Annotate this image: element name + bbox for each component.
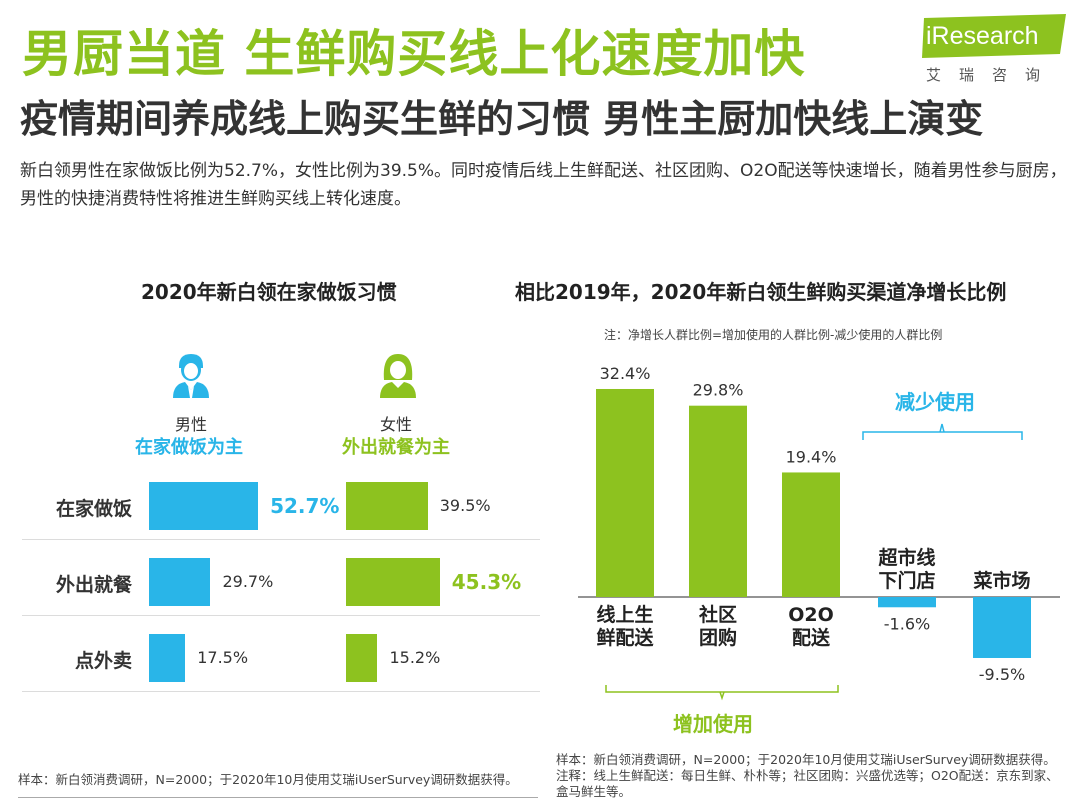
bar-o2o [782, 472, 840, 597]
left-chart-title: 2020年新白领在家做饭习惯 [141, 280, 397, 304]
category-label-online-fresh: 线上生 [596, 603, 653, 626]
female-bar-eat-out [346, 558, 440, 606]
female-value-takeout: 15.2% [389, 648, 441, 667]
female-value-eat-out: 45.3% [451, 570, 522, 594]
row-separator [22, 539, 540, 540]
male-bar-eat-out [149, 558, 211, 606]
right-source-line2: 注释：线上生鲜配送：每日生鲜、朴朴等；社区团购：兴盛优选等；O2O配送：京东到家… [556, 768, 1059, 799]
value-label-community-group: 29.8% [693, 381, 744, 400]
intro-paragraph: 新白领男性在家做饭比例为52.7%，女性比例为39.5%。同时疫情后线上生鲜配送… [20, 161, 1067, 209]
page-title: 男厨当道 生鲜购买线上化速度加快 [22, 25, 806, 83]
category-label-supermarket: 下门店 [878, 569, 935, 592]
value-label-online-fresh: 32.4% [600, 364, 651, 383]
bar-wet-market [973, 597, 1031, 658]
footer-rule [18, 797, 538, 798]
male-value-takeout: 17.5% [197, 648, 249, 667]
decrease-bracket [862, 431, 1023, 440]
increase-bracket [605, 685, 839, 693]
category-label-online-fresh: 鲜配送 [596, 626, 654, 649]
bar-supermarket [878, 597, 936, 608]
iresearch-logo [922, 14, 1066, 58]
male-bar-cook-home [149, 482, 259, 530]
female-label: 女性 [379, 415, 412, 434]
male-person-icon [173, 354, 209, 398]
row-separator [22, 691, 540, 692]
category-label-wet-market: 菜市场 [972, 569, 1030, 592]
logo-wordmark: iResearch [926, 22, 1039, 50]
female-bar-takeout [346, 634, 378, 682]
right-source-note: 样本：新白领消费调研，N=2000；于2020年10月使用艾瑞iUserSurv… [556, 752, 1071, 800]
decrease-label: 减少使用 [895, 390, 975, 414]
row-label-takeout: 点外卖 [74, 650, 132, 672]
male-value-eat-out: 29.7% [222, 572, 274, 591]
row-label-cook-home: 在家做饭 [55, 498, 132, 520]
value-label-wet-market: -9.5% [979, 665, 1025, 684]
female-person-icon [380, 354, 416, 398]
row-label-eat-out: 外出就餐 [55, 574, 132, 596]
category-label-community-group: 团购 [699, 626, 737, 649]
right-source-line1: 样本：新白领消费调研，N=2000；于2020年10月使用艾瑞iUserSurv… [556, 752, 1056, 767]
bar-online-fresh [596, 388, 654, 597]
category-label-community-group: 社区 [698, 603, 737, 626]
category-label-supermarket: 超市线 [877, 546, 935, 569]
category-label-o2o: 配送 [792, 626, 831, 649]
value-label-o2o: 19.4% [786, 447, 837, 466]
increase-label: 增加使用 [673, 712, 753, 736]
female-bar-cook-home [346, 482, 428, 530]
category-label-o2o: O2O [788, 604, 834, 626]
row-separator [22, 615, 540, 616]
net-growth-bar-chart: 32.4% 线上生鲜配送 29.8% 社区团购 19.4% O2O配送 -1.6% 超市线下门… [578, 364, 1060, 701]
value-label-supermarket: -1.6% [884, 614, 930, 633]
logo-chinese-name: 艾瑞咨询 [926, 66, 1059, 84]
bar-community-group [689, 405, 747, 597]
left-source-note: 样本：新白领消费调研，N=2000；于2020年10月使用艾瑞iUserSurv… [18, 772, 518, 787]
female-value-cook-home: 39.5% [439, 496, 491, 515]
page-subtitle: 疫情期间养成线上购买生鲜的习惯 男性主厨加快线上演变 [20, 97, 984, 141]
male-label: 男性 [174, 415, 207, 434]
formula-note: 注：净增长人群比例=增加使用的人群比例-减少使用的人群比例 [604, 328, 943, 342]
male-tag: 在家做饭为主 [135, 437, 243, 458]
male-bar-takeout [149, 634, 186, 682]
male-value-cook-home: 52.7% [270, 494, 340, 518]
female-tag: 外出就餐为主 [342, 437, 450, 458]
right-chart-title: 相比2019年，2020年新白领生鲜购买渠道净增长比例 [515, 280, 1007, 304]
